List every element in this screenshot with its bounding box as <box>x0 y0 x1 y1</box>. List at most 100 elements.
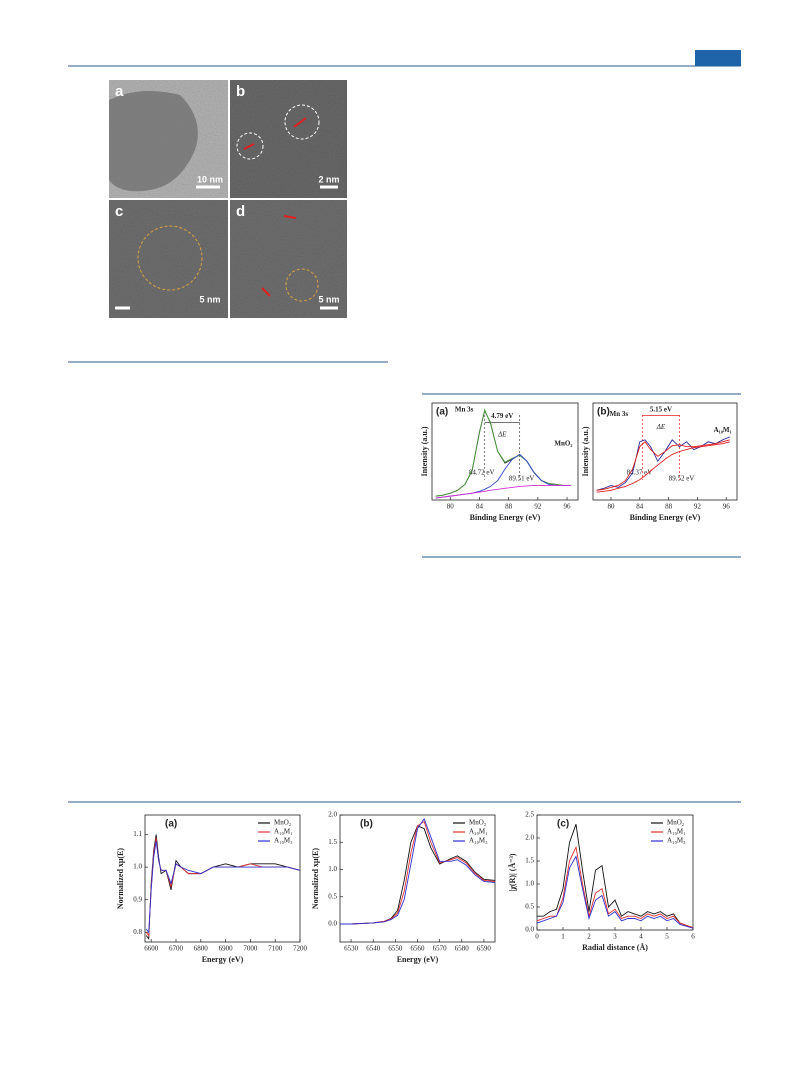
y-axis-label: Intensity (a.u.) <box>581 426 590 476</box>
y-tick-label: 0.0 <box>328 920 337 928</box>
x-tick-label: 1 <box>561 933 565 941</box>
chart: 0 1 2 3 4 5 6 0.0 0.5 1.0 1.5 2.0 2.5 Radial distance… <box>508 811 695 952</box>
marker <box>293 117 307 128</box>
x-tick-label: 92 <box>534 503 542 511</box>
x-tick-label: 6530 <box>344 945 359 953</box>
y-tick-label: 2.5 <box>525 811 534 819</box>
scale-bar-label: 5 nm <box>199 294 220 304</box>
chart: 80 84 88 92 96 Binding Energy (eV) Intensity (… <box>581 402 738 522</box>
tem-image <box>109 200 228 318</box>
y-axis-label: |χ(R)| (Å⁻³) <box>508 853 517 891</box>
y-tick-label: 2.0 <box>328 811 337 819</box>
scale-bar-label: 10 nm <box>197 174 223 184</box>
legend-label: MnO₂ <box>667 819 685 827</box>
plot-frame <box>592 402 738 501</box>
x-tick-label: 7000 <box>243 945 258 953</box>
chart-title: (b) <box>360 819 373 830</box>
chart-title: (a) <box>165 819 177 830</box>
chart-title: (a) <box>436 407 448 418</box>
y-tick-label: 0.0 <box>525 926 534 934</box>
x-axis-label: Binding Energy (eV) <box>630 513 701 522</box>
x-axis-label: Energy (eV) <box>202 955 244 964</box>
scale-bar-label: 5 nm <box>318 294 339 304</box>
marker-circle <box>285 268 319 302</box>
marker <box>261 287 271 297</box>
x-tick-label: 6550 <box>388 945 403 953</box>
y-tick-label: 0.9 <box>133 895 142 903</box>
series-line <box>537 824 694 929</box>
legend-label: A₁₀M₃ <box>469 837 488 845</box>
x-tick-label: 6570 <box>433 945 448 953</box>
x-tick-label: 84 <box>636 503 644 511</box>
x-tick-label: 6700 <box>169 945 184 953</box>
x-tick-label: 96 <box>723 503 731 511</box>
series-line <box>340 817 496 925</box>
x-tick-label: 7200 <box>293 945 308 953</box>
panel-label: a <box>115 83 124 100</box>
header-tab <box>695 50 741 66</box>
annotation: A₁₀M₁ <box>714 426 732 434</box>
y-tick-label: 0.5 <box>328 892 337 900</box>
annotation: Mn 3s <box>610 410 629 418</box>
series-line <box>145 840 301 934</box>
y-axis-label: Intensity (a.u.) <box>420 426 429 476</box>
series-line <box>596 436 730 491</box>
legend-label: A₁₀M₁ <box>667 828 686 836</box>
legend-label: MnO₂ <box>469 819 487 827</box>
delta-label: ΔE <box>497 431 507 439</box>
x-tick-label: 6590 <box>477 945 492 953</box>
x-tick-label: 5 <box>665 933 669 941</box>
x-tick-label: 6580 <box>455 945 470 953</box>
x-tick-label: 2 <box>587 933 591 941</box>
particle <box>109 91 198 192</box>
x-axis-label: Radial distance (Å) <box>582 943 648 952</box>
y-axis-label: Normalized xμ(E) <box>311 848 320 910</box>
x-tick-label: 84 <box>476 503 484 511</box>
marker <box>283 215 297 219</box>
legend-label: A₁₀M₁ <box>469 828 488 836</box>
chart: 6600 6700 6800 6900 7000 7100 7200 0.8 0.9 1.0 1.1… <box>116 814 308 964</box>
marker-circle <box>284 104 320 140</box>
series-line <box>435 408 571 497</box>
y-tick-label: 2.0 <box>525 834 534 842</box>
x-tick-label: 80 <box>447 503 455 511</box>
x-tick-label: 92 <box>694 503 702 511</box>
peak-label: 89.51 eV <box>509 474 535 482</box>
x-tick-label: 88 <box>505 503 513 511</box>
panel-label: d <box>236 203 245 220</box>
peak-label: 89.52 eV <box>669 474 695 482</box>
legend-label: A₁₀M₁ <box>274 828 293 836</box>
splitting-label: 4.79 eV <box>491 412 513 420</box>
legend-label: A₁₀M₃ <box>667 837 686 845</box>
legend-label: MnO₂ <box>274 819 292 827</box>
annotation: Mn 3s <box>455 405 474 413</box>
tem-image <box>230 200 347 318</box>
scale-bar-label: 2 nm <box>318 174 339 184</box>
peak-label: 84.37 eV <box>627 468 653 476</box>
y-axis-label: Normalized xμ(E) <box>116 848 125 910</box>
y-tick-label: 0.8 <box>133 928 142 936</box>
series-line <box>596 439 730 491</box>
plot-frame <box>431 402 579 501</box>
x-tick-label: 0 <box>535 933 539 941</box>
x-tick-label: 80 <box>608 503 616 511</box>
y-tick-label: 0.5 <box>525 903 534 911</box>
x-tick-label: 88 <box>665 503 673 511</box>
marker-circle <box>137 225 203 291</box>
delta-label: ΔE <box>656 423 666 431</box>
y-tick-label: 1.5 <box>328 838 337 846</box>
tem-figure <box>109 80 347 318</box>
panel-label: b <box>236 83 245 100</box>
chart: 80 84 88 92 96 Binding Energy (eV) Intensity (… <box>420 402 579 522</box>
y-tick-label: 1.1 <box>133 830 142 838</box>
y-tick-label: 1.0 <box>133 863 142 871</box>
series-line <box>536 845 694 929</box>
y-tick-label: 1.5 <box>525 857 534 865</box>
series-line <box>145 837 301 937</box>
legend-label: A₁₀M₃ <box>274 837 293 845</box>
chart-title: (b) <box>597 407 610 418</box>
x-tick-label: 6560 <box>411 945 426 953</box>
chart: 6530 6540 6550 6560 6570 6580 6590 0.0 0.5 1.0 1.5… <box>311 811 496 964</box>
